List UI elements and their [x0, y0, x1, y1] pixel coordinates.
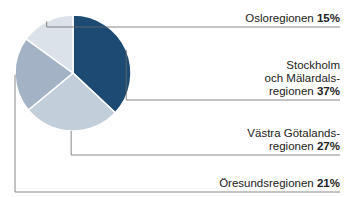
svg-text:Stockholm: Stockholm: [286, 59, 340, 71]
svg-text:Västra Götalands-: Västra Götalands-: [247, 127, 340, 139]
svg-text:regionen 37%: regionen 37%: [269, 85, 340, 97]
svg-text:Osloregionen 15%: Osloregionen 15%: [245, 12, 340, 24]
svg-text:regionen 27%: regionen 27%: [269, 140, 340, 152]
svg-text:och Mälardals-: och Mälardals-: [265, 72, 341, 84]
svg-text:Öresundsregionen 21%: Öresundsregionen 21%: [219, 177, 340, 189]
